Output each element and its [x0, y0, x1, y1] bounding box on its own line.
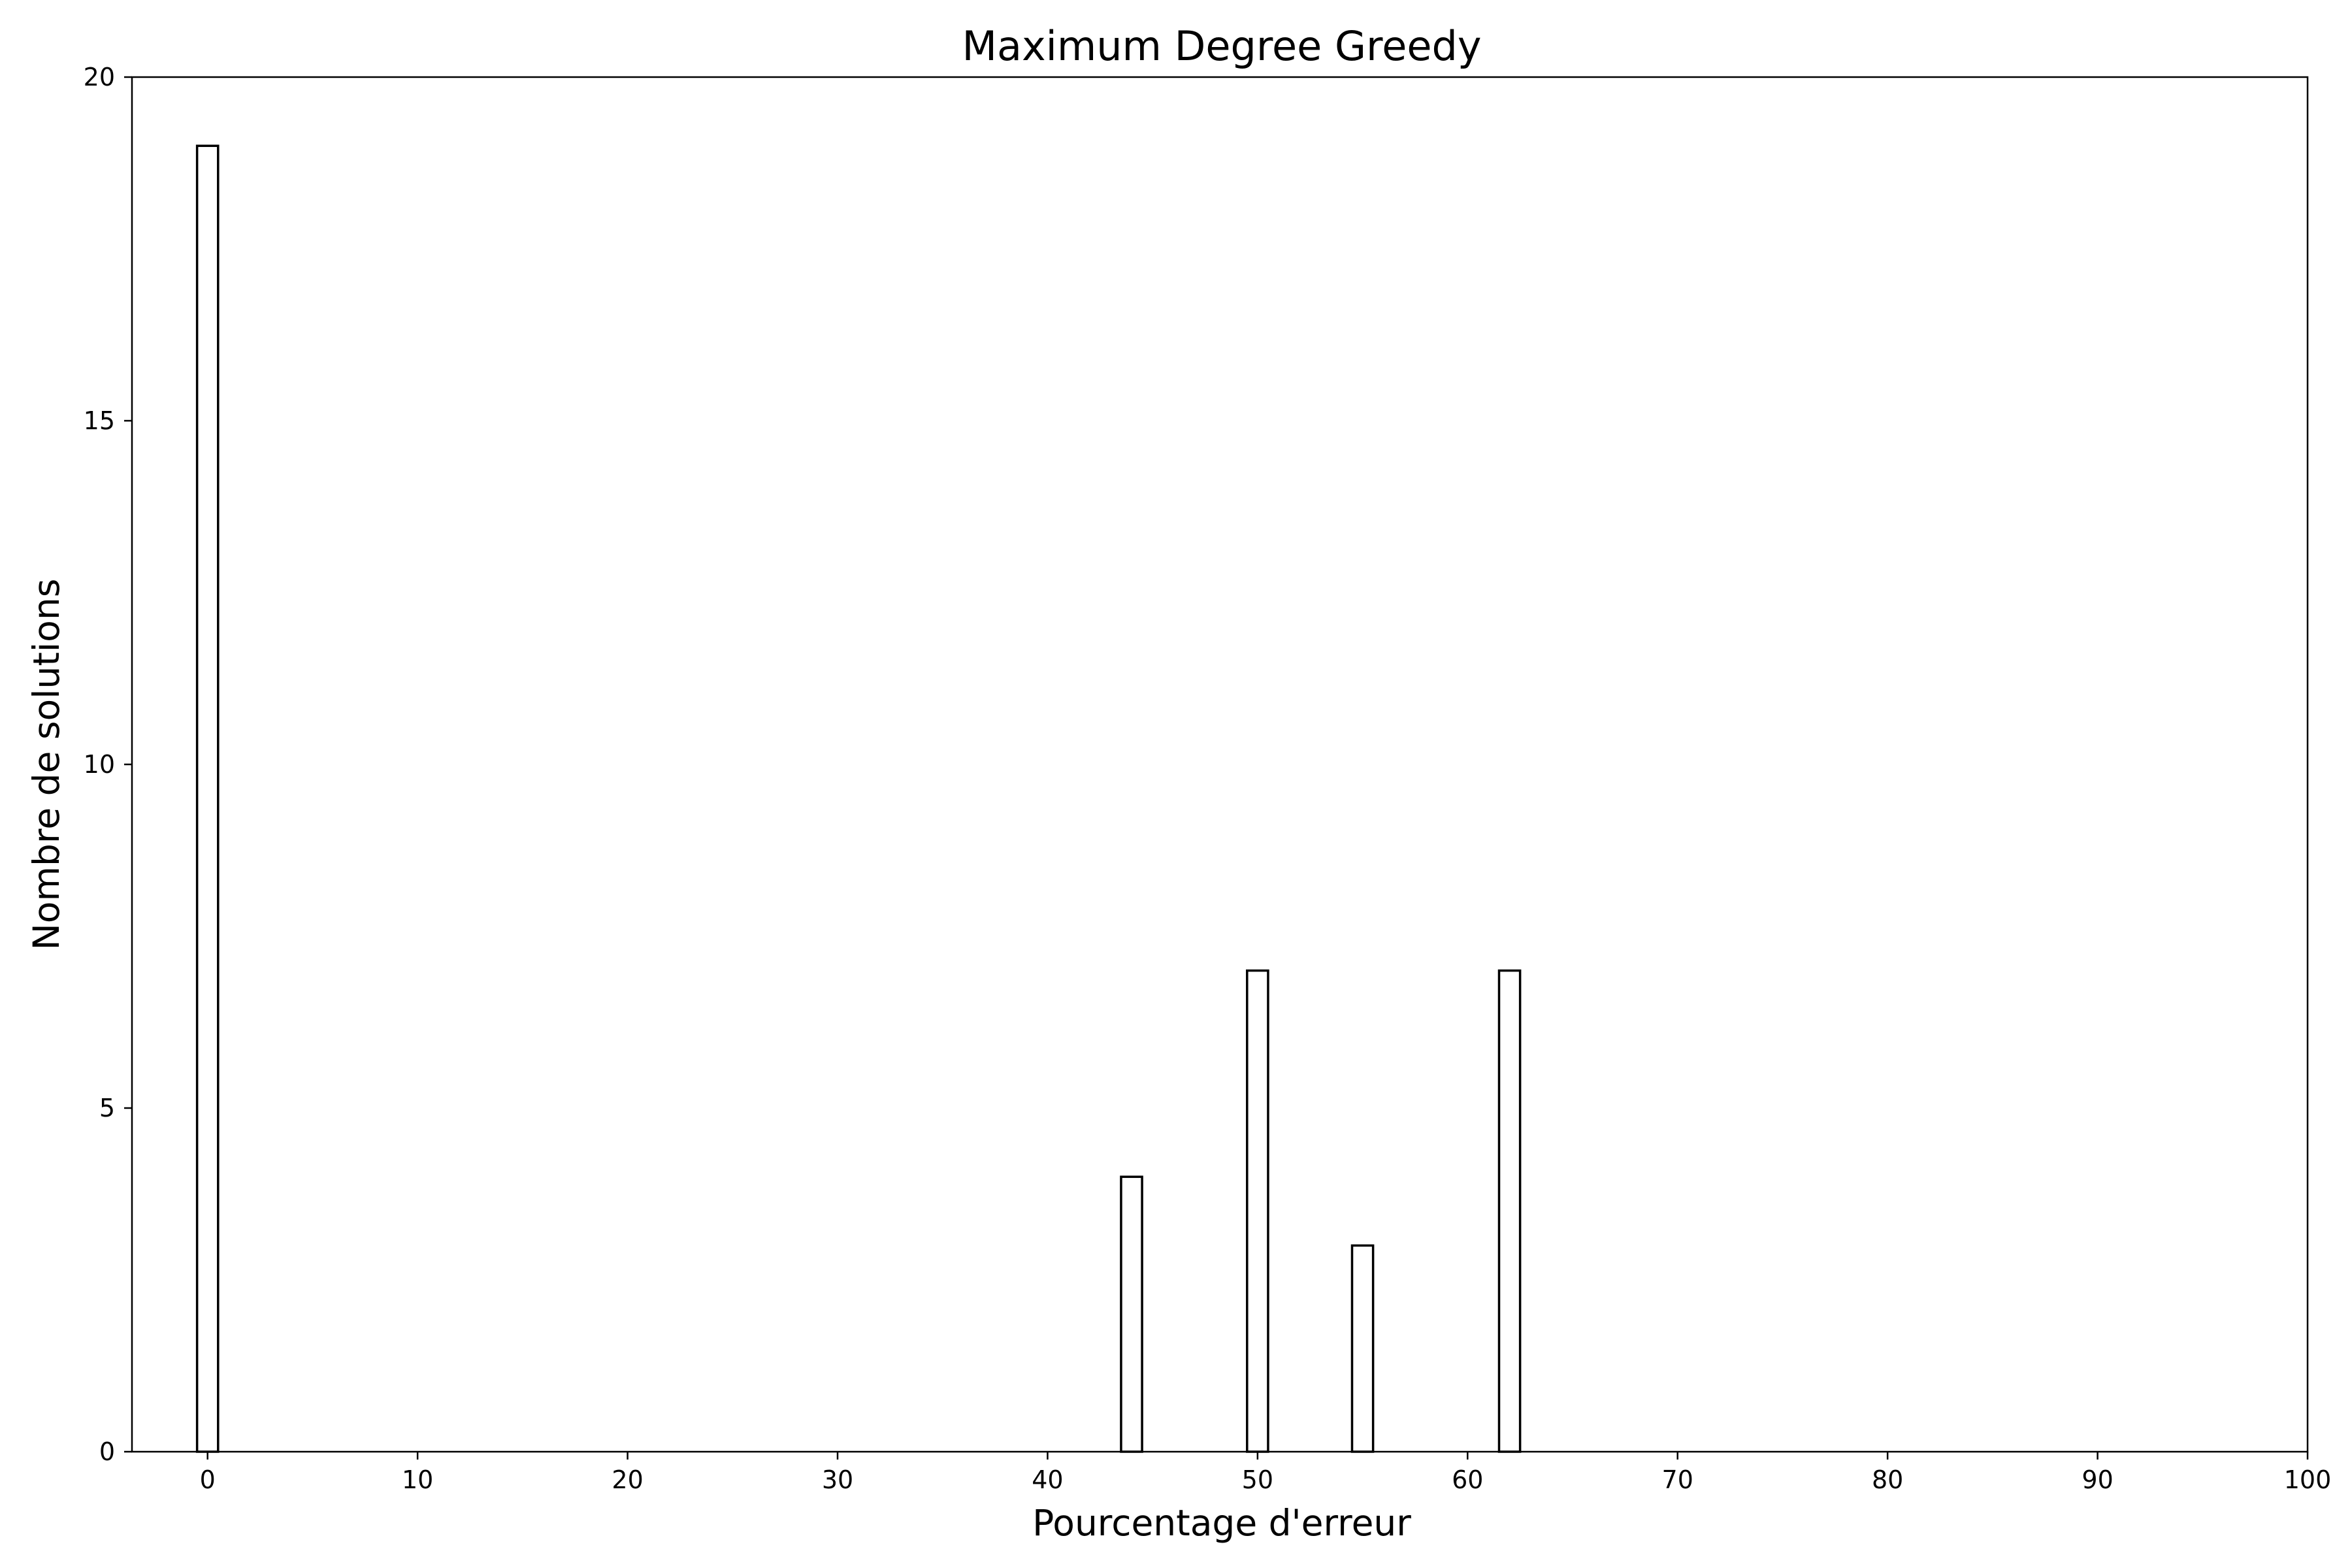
x-tick-label-20: 20: [612, 1465, 643, 1494]
x-tick-label-30: 30: [822, 1465, 853, 1494]
bar-2: [1246, 969, 1269, 1453]
x-tick-label-60: 60: [1452, 1465, 1483, 1494]
y-tick-label-15: 15: [84, 406, 115, 435]
chart-title: Maximum Degree Greedy: [962, 22, 1481, 70]
y-tick-label-10: 10: [84, 750, 115, 779]
x-tick-label-40: 40: [1032, 1465, 1063, 1494]
y-tick-label-5: 5: [99, 1094, 115, 1122]
y-axis-label: Nombre de solutions: [25, 579, 67, 951]
x-tick-label-90: 90: [2082, 1465, 2113, 1494]
x-tick-label-50: 50: [1242, 1465, 1273, 1494]
x-axis: 0 10 20 30 40 50 60 70 80 90 100: [200, 1452, 2332, 1494]
plot-frame: [131, 76, 2309, 1453]
x-tick-label-100: 100: [2284, 1465, 2332, 1494]
bar-0: [195, 144, 220, 1453]
bar-4: [1497, 969, 1522, 1453]
bar-1: [1120, 1175, 1143, 1453]
y-axis: 0 5 10 15 20: [84, 63, 132, 1466]
x-axis-label: Pourcentage d'erreur: [1032, 1502, 1411, 1544]
bar-3: [1350, 1244, 1375, 1453]
x-tick-label-80: 80: [1872, 1465, 1903, 1494]
y-tick-label-20: 20: [84, 63, 115, 91]
x-tick-label-0: 0: [200, 1465, 216, 1494]
x-tick-label-70: 70: [1662, 1465, 1693, 1494]
x-tick-label-10: 10: [402, 1465, 433, 1494]
y-tick-label-0: 0: [99, 1437, 115, 1466]
bars-group: [195, 144, 1522, 1453]
